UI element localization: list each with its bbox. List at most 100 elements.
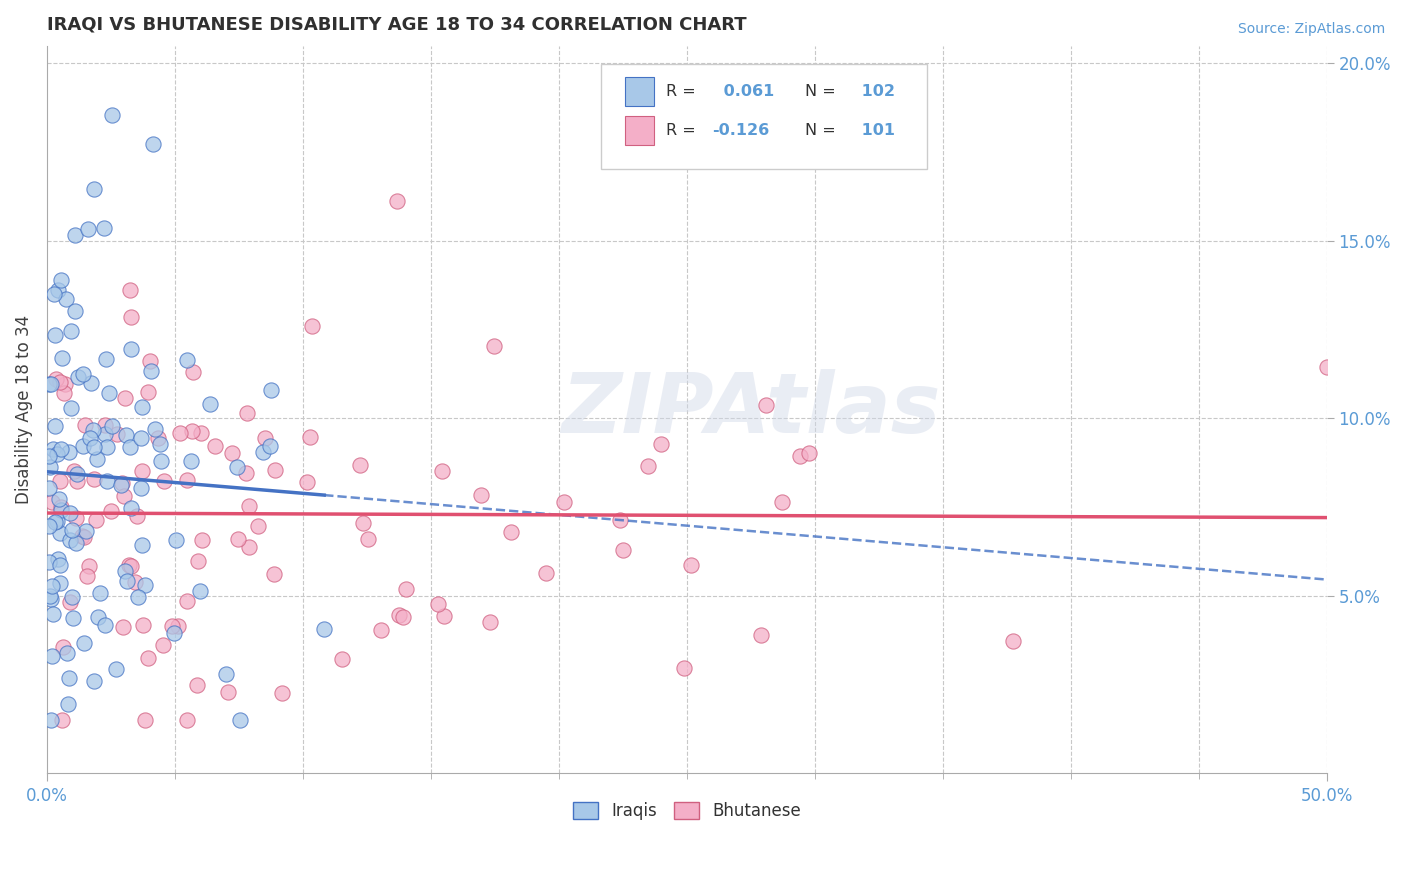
Point xyxy=(114,392,136,406)
Point xyxy=(129,481,152,495)
Point xyxy=(115,574,138,588)
Point xyxy=(499,524,522,539)
Point xyxy=(49,558,72,572)
Point xyxy=(169,426,191,441)
Point xyxy=(45,372,67,386)
Point xyxy=(38,554,60,568)
Point xyxy=(75,417,97,432)
Point xyxy=(215,667,238,681)
Point xyxy=(76,222,98,236)
Point xyxy=(105,426,128,441)
Point xyxy=(93,417,115,432)
Point xyxy=(430,464,453,478)
Point xyxy=(136,385,159,400)
Point xyxy=(388,608,411,623)
Point xyxy=(52,640,75,655)
Point xyxy=(238,540,260,554)
Point xyxy=(124,575,146,590)
Point xyxy=(637,459,659,474)
Point xyxy=(297,475,319,489)
Point xyxy=(41,579,63,593)
Point xyxy=(129,431,152,445)
Point xyxy=(100,504,122,518)
Point xyxy=(433,608,456,623)
Point xyxy=(357,532,380,546)
Point xyxy=(226,533,249,547)
Point xyxy=(152,638,174,652)
Point xyxy=(176,353,198,368)
Point xyxy=(131,400,153,414)
Point xyxy=(134,577,156,591)
Point xyxy=(226,460,249,475)
Point xyxy=(45,447,67,461)
Point xyxy=(83,440,105,454)
Point xyxy=(79,432,101,446)
Point xyxy=(38,518,60,533)
Point xyxy=(679,558,702,572)
Point xyxy=(349,458,371,472)
Point xyxy=(609,513,631,527)
Point xyxy=(217,685,239,699)
Point xyxy=(39,591,62,606)
Point xyxy=(120,558,142,573)
Text: R =: R = xyxy=(666,84,702,99)
Point xyxy=(797,446,820,460)
Point xyxy=(111,475,134,490)
Point xyxy=(136,651,159,665)
Point xyxy=(94,351,117,366)
Point xyxy=(263,463,285,477)
Point xyxy=(235,406,257,420)
Point xyxy=(755,398,778,412)
Point xyxy=(66,475,89,489)
Point xyxy=(252,445,274,459)
Point xyxy=(263,566,285,581)
Point xyxy=(52,385,75,400)
Point xyxy=(176,713,198,727)
Point xyxy=(131,538,153,552)
Text: R =: R = xyxy=(666,123,702,138)
Point xyxy=(271,686,294,700)
Point xyxy=(55,292,77,306)
Point xyxy=(49,442,72,456)
Point xyxy=(77,558,100,573)
Point xyxy=(120,342,142,356)
Point xyxy=(204,439,226,453)
Y-axis label: Disability Age 18 to 34: Disability Age 18 to 34 xyxy=(15,315,32,504)
Point xyxy=(59,595,82,609)
Point xyxy=(394,582,416,596)
Point xyxy=(76,568,98,582)
Point xyxy=(93,221,115,235)
Point xyxy=(59,506,82,520)
Point xyxy=(370,624,392,638)
Text: -0.126: -0.126 xyxy=(713,123,769,138)
Point xyxy=(49,475,72,489)
Bar xyxy=(626,77,654,106)
Point xyxy=(73,635,96,649)
Point xyxy=(51,713,73,727)
Point xyxy=(63,303,86,318)
Point xyxy=(42,442,65,456)
Point xyxy=(120,501,142,516)
Point xyxy=(114,564,136,578)
Text: 0.061: 0.061 xyxy=(717,84,773,99)
Point xyxy=(101,418,124,433)
Point xyxy=(131,465,153,479)
Point xyxy=(176,473,198,487)
Point xyxy=(749,628,772,642)
Point xyxy=(385,194,408,208)
Point xyxy=(650,437,672,451)
Point xyxy=(83,673,105,688)
Point xyxy=(60,591,83,605)
Point xyxy=(41,649,63,664)
Point xyxy=(235,466,257,480)
Point xyxy=(190,584,212,599)
FancyBboxPatch shape xyxy=(600,64,928,169)
Point xyxy=(553,495,575,509)
Point xyxy=(181,365,204,379)
Point xyxy=(149,437,172,451)
Point xyxy=(180,454,202,468)
Point xyxy=(105,663,128,677)
Point xyxy=(148,431,170,445)
Point xyxy=(39,713,62,727)
Point xyxy=(534,566,557,580)
